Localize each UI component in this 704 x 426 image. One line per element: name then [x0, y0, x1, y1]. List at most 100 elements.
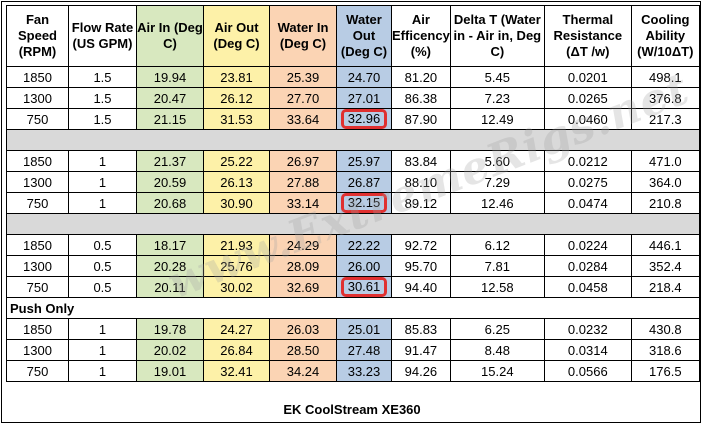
cell-air-out: 21.93 — [203, 234, 270, 256]
cell-water-out: 32.15 — [336, 192, 392, 214]
cell-thermal-resistance: 0.0284 — [543, 255, 632, 277]
cell-flow-rate: 1 — [68, 150, 137, 172]
cell-thermal-resistance: 0.0265 — [543, 87, 632, 109]
cell-air-efficiency: 86.38 — [391, 87, 451, 109]
cell-air-efficiency: 81.20 — [391, 66, 451, 88]
cell-fan-speed: 1300 — [6, 339, 69, 361]
header-air-out: Air Out (Deg C) — [203, 5, 270, 67]
cell-delta-t: 5.45 — [449, 66, 545, 88]
cell-air-out: 30.02 — [203, 276, 270, 298]
cell-water-out: 22.22 — [336, 234, 392, 256]
cell-cooling-ability: 218.4 — [630, 276, 700, 298]
cell-delta-t: 12.49 — [449, 108, 545, 130]
cell-air-in: 20.02 — [136, 339, 204, 361]
cell-flow-rate: 1 — [68, 171, 137, 193]
header-flow-rate: Flow Rate (US GPM) — [68, 5, 137, 67]
cell-air-efficiency: 87.90 — [391, 108, 451, 130]
cell-flow-rate: 1 — [68, 339, 137, 361]
cell-water-in: 24.29 — [269, 234, 337, 256]
cell-water-in: 34.24 — [269, 360, 337, 382]
highlighted-value: 32.15 — [340, 193, 388, 213]
cell-cooling-ability: 498.1 — [630, 66, 700, 88]
cell-air-efficiency: 83.84 — [391, 150, 451, 172]
cell-cooling-ability: 430.8 — [630, 318, 700, 340]
cell-air-in: 18.17 — [136, 234, 204, 256]
cell-water-in: 28.50 — [269, 339, 337, 361]
cell-water-out: 27.48 — [336, 339, 392, 361]
cell-thermal-resistance: 0.0460 — [543, 108, 632, 130]
cell-water-in: 26.03 — [269, 318, 337, 340]
cell-air-efficiency: 92.72 — [391, 234, 451, 256]
cell-air-efficiency: 94.40 — [391, 276, 451, 298]
table-row: 1300 1 20.59 26.13 27.88 26.87 88.10 7.29 0.0275… — [6, 171, 700, 193]
table-row: 750 1 20.68 30.90 33.14 32.15 89.12 12.46 0.0474… — [6, 192, 700, 214]
highlighted-value: 32.96 — [340, 109, 388, 129]
cell-cooling-ability: 210.8 — [630, 192, 700, 214]
cell-fan-speed: 1850 — [6, 150, 69, 172]
cell-cooling-ability: 364.0 — [630, 171, 700, 193]
table-row: 1850 1.5 19.94 23.81 25.39 24.70 81.20 5.45 0.02… — [6, 66, 700, 88]
header-delta-t: Delta T (Water in - Air in, Deg C) — [449, 5, 545, 67]
cell-air-efficiency: 89.12 — [391, 192, 451, 214]
table-row: 1300 1 20.02 26.84 28.50 27.48 91.47 8.48 0.0314… — [6, 339, 700, 361]
header-row: Fan Speed (RPM) Flow Rate (US GPM) Air I… — [6, 5, 700, 67]
cell-water-in: 32.69 — [269, 276, 337, 298]
cell-air-out: 23.81 — [203, 66, 270, 88]
cell-air-in: 19.01 — [136, 360, 204, 382]
cell-air-out: 26.13 — [203, 171, 270, 193]
table-row: 1850 0.5 18.17 21.93 24.29 22.22 92.72 6.12 0.02… — [6, 234, 700, 256]
cell-fan-speed: 1850 — [6, 318, 69, 340]
header-water-out: Water Out (Deg C) — [336, 5, 392, 67]
cell-delta-t: 7.23 — [449, 87, 545, 109]
cell-water-in: 25.39 — [269, 66, 337, 88]
cell-flow-rate: 1.5 — [68, 87, 137, 109]
cell-water-out: 25.97 — [336, 150, 392, 172]
separator-row — [6, 129, 700, 151]
cell-air-in: 20.59 — [136, 171, 204, 193]
cell-water-out: 32.96 — [336, 108, 392, 130]
header-water-in: Water In (Deg C) — [269, 5, 337, 67]
cell-delta-t: 6.25 — [449, 318, 545, 340]
cell-air-in: 20.28 — [136, 255, 204, 277]
header-air-efficiency: Air Efficency (%) — [391, 5, 451, 67]
cell-water-in: 27.70 — [269, 87, 337, 109]
cell-fan-speed: 1300 — [6, 255, 69, 277]
cell-water-out: 27.01 — [336, 87, 392, 109]
cell-cooling-ability: 176.5 — [630, 360, 700, 382]
highlighted-value: 30.61 — [340, 277, 388, 297]
cell-air-out: 31.53 — [203, 108, 270, 130]
table-caption: EK CoolStream XE360 — [283, 402, 421, 417]
cell-air-in: 20.68 — [136, 192, 204, 214]
table-row: 1300 1.5 20.47 26.12 27.70 27.01 86.38 7.23 0.02… — [6, 87, 700, 109]
cell-cooling-ability: 446.1 — [630, 234, 700, 256]
cell-air-out: 30.90 — [203, 192, 270, 214]
cell-cooling-ability: 217.3 — [630, 108, 700, 130]
cell-air-efficiency: 88.10 — [391, 171, 451, 193]
cell-air-in: 20.47 — [136, 87, 204, 109]
cell-water-out: 33.23 — [336, 360, 392, 382]
cell-water-in: 33.14 — [269, 192, 337, 214]
cell-cooling-ability: 376.8 — [630, 87, 700, 109]
cell-water-out: 24.70 — [336, 66, 392, 88]
cell-delta-t: 7.29 — [449, 171, 545, 193]
cell-air-efficiency: 94.26 — [391, 360, 451, 382]
cell-flow-rate: 0.5 — [68, 255, 137, 277]
cell-delta-t: 12.58 — [449, 276, 545, 298]
cell-delta-t: 6.12 — [449, 234, 545, 256]
cell-thermal-resistance: 0.0314 — [543, 339, 632, 361]
cell-fan-speed: 750 — [6, 276, 69, 298]
cell-fan-speed: 1300 — [6, 87, 69, 109]
cell-air-efficiency: 85.83 — [391, 318, 451, 340]
cell-water-out: 26.00 — [336, 255, 392, 277]
table-row: 1300 0.5 20.28 25.76 28.09 26.00 95.70 7.81 0.02… — [6, 255, 700, 277]
section-header-row: Push Only — [6, 297, 700, 319]
table-body: 1850 1.5 19.94 23.81 25.39 24.70 81.20 5.45 0.02… — [6, 66, 700, 382]
header-cooling-ability: Cooling Ability (W/10ΔT) — [630, 5, 700, 67]
cell-fan-speed: 750 — [6, 192, 69, 214]
cell-flow-rate: 0.5 — [68, 234, 137, 256]
cell-water-out: 30.61 — [336, 276, 392, 298]
cell-air-out: 32.41 — [203, 360, 270, 382]
cell-thermal-resistance: 0.0458 — [543, 276, 632, 298]
cell-fan-speed: 750 — [6, 108, 69, 130]
